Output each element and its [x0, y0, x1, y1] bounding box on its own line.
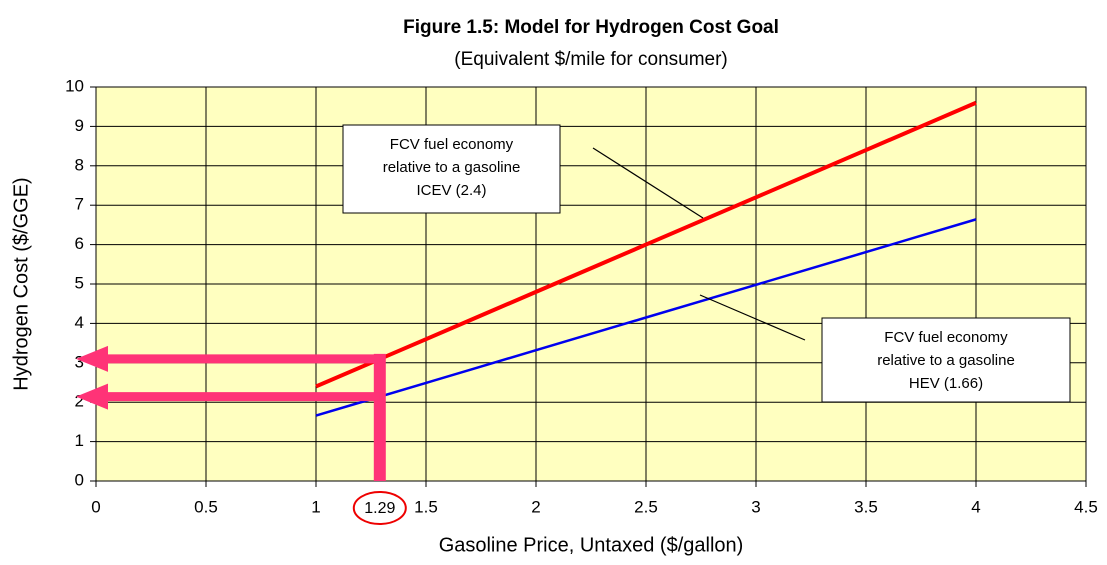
y-tick-label: 9 [75, 116, 84, 135]
annotation-text: ICEV (2.4) [416, 182, 486, 199]
annotation-text: FCV fuel economy [390, 136, 514, 153]
x-tick-label: 1 [311, 497, 320, 516]
y-tick-label: 6 [75, 234, 84, 253]
y-tick-label: 0 [75, 470, 84, 489]
chart-title: Figure 1.5: Model for Hydrogen Cost Goal [403, 17, 779, 38]
x-tick-label: 0 [91, 497, 100, 516]
series-line [315, 100, 977, 389]
series-line [315, 218, 977, 417]
leader-line [699, 294, 806, 341]
annotation-text: relative to a gasoline [877, 352, 1015, 369]
arrow-head [76, 383, 108, 410]
highlight-label: 1.29 [364, 500, 395, 517]
x-tick-label: 3 [751, 497, 760, 516]
leader-line [592, 147, 704, 219]
x-tick-label: 1.5 [414, 497, 438, 516]
y-tick-label: 8 [75, 155, 84, 174]
y-tick-label: 3 [75, 352, 84, 371]
annotation-text: FCV fuel economy [884, 329, 1008, 346]
x-tick-label: 3.5 [854, 497, 878, 516]
annotation-text: HEV (1.66) [909, 375, 983, 392]
arrow-head [76, 345, 108, 372]
chart-subtitle: (Equivalent $/mile for consumer) [454, 49, 728, 70]
y-tick-label: 10 [65, 76, 84, 95]
y-tick-label: 4 [75, 313, 84, 332]
highlight-circle [352, 491, 407, 525]
annotation-box [821, 317, 1071, 403]
x-tick-label: 2.5 [634, 497, 658, 516]
x-tick-label: 4 [971, 497, 980, 516]
x-tick-label: 4.5 [1074, 497, 1098, 516]
y-axis-label: Hydrogen Cost ($/GGE) [10, 177, 32, 390]
y-tick-label: 7 [75, 195, 84, 214]
y-tick-label: 2 [75, 392, 84, 411]
y-tick-label: 5 [75, 273, 84, 292]
x-tick-label: 2 [531, 497, 540, 516]
x-axis-label: Gasoline Price, Untaxed ($/gallon) [439, 534, 744, 556]
annotation-text: relative to a gasoline [383, 159, 521, 176]
y-tick-label: 1 [75, 431, 84, 450]
x-tick-label: 0.5 [194, 497, 218, 516]
annotation-box [342, 124, 561, 214]
